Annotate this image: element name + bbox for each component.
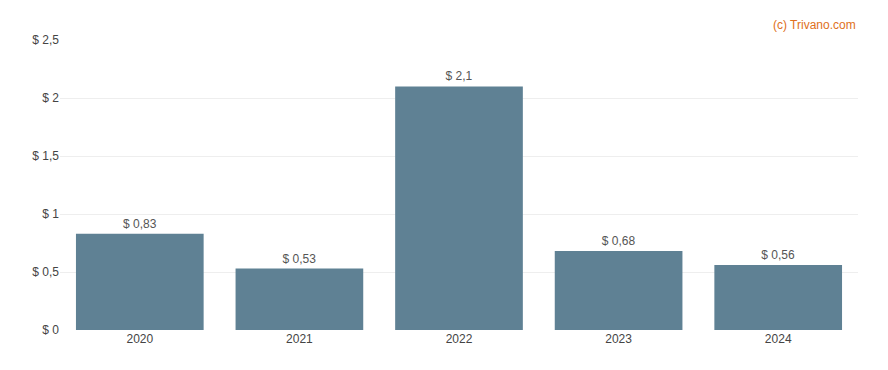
svg-text:$ 1: $ 1 — [42, 207, 59, 221]
svg-text:$ 0: $ 0 — [42, 323, 59, 337]
svg-text:$ 2,5: $ 2,5 — [32, 33, 59, 47]
svg-text:2022: 2022 — [446, 332, 473, 346]
svg-text:2020: 2020 — [126, 332, 153, 346]
svg-text:2021: 2021 — [286, 332, 313, 346]
svg-text:$ 0,5: $ 0,5 — [32, 265, 59, 279]
svg-text:(c) Trivano.com: (c) Trivano.com — [773, 18, 856, 32]
svg-text:$ 1,5: $ 1,5 — [32, 149, 59, 163]
svg-text:2024: 2024 — [765, 332, 792, 346]
svg-text:$ 0,83: $ 0,83 — [123, 217, 157, 231]
svg-text:$ 2: $ 2 — [42, 91, 59, 105]
svg-text:2023: 2023 — [605, 332, 632, 346]
svg-text:$ 2,1: $ 2,1 — [445, 69, 472, 83]
svg-text:$ 0,56: $ 0,56 — [761, 248, 795, 262]
svg-text:$ 0,53: $ 0,53 — [283, 252, 317, 266]
svg-text:$ 0,68: $ 0,68 — [602, 234, 636, 248]
